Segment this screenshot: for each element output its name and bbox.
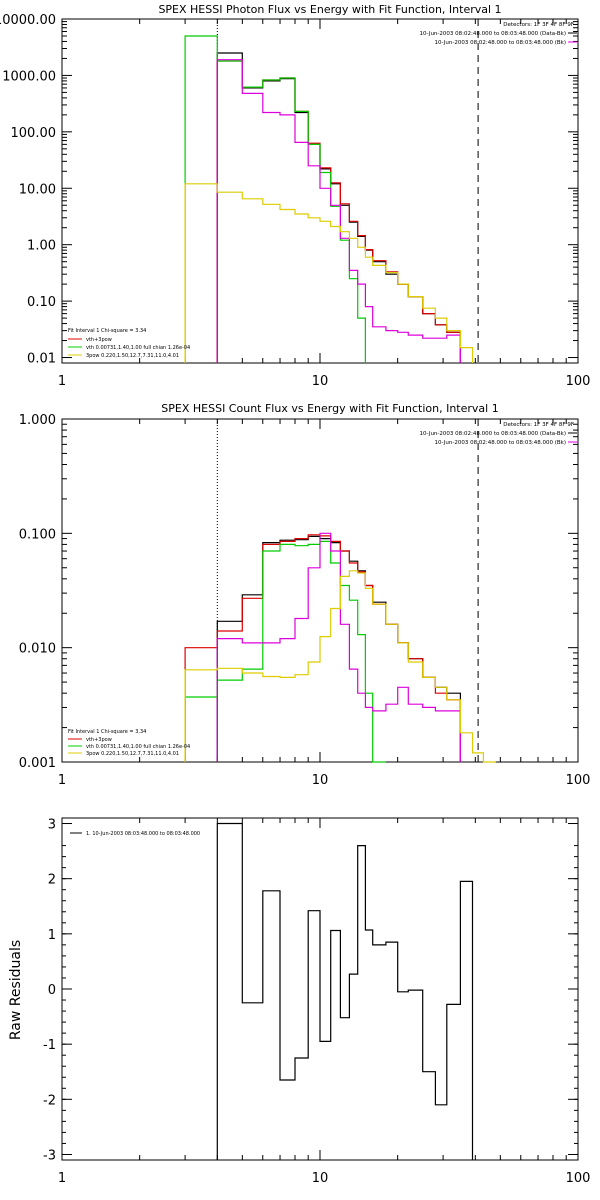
y-tick-label: -3 — [43, 1148, 56, 1163]
legend: Fit Interval 1 Chi-square = 3.34 vth+3po… — [68, 328, 190, 359]
legend-entry: 3pow 0.220,1.50,12.7,7.31,11.0,4.01 — [86, 751, 179, 757]
series-line-1 — [216, 822, 474, 1160]
x-tick-label: 1 — [58, 374, 66, 389]
y-tick-label: -1 — [43, 1038, 56, 1053]
y-tick-label: 1000.00 — [2, 69, 56, 84]
legend: Fit Interval 1 Chi-square = 3.34 vth+3po… — [68, 729, 190, 757]
x-tick-label: 100 — [566, 773, 591, 788]
legend-entry: vth 0.00731,1.40,1.00 full chian 1.26e-0… — [86, 345, 190, 351]
legend: 1. 10-Jun-2003 08:03:48.000 to 08:03:48.… — [70, 831, 200, 837]
y-tick-label: 0 — [48, 983, 56, 998]
legend-entry: 1. 10-Jun-2003 08:03:48.000 to 08:03:48.… — [86, 831, 200, 837]
y-tick-label: 3 — [48, 818, 56, 833]
series-line-3 — [184, 35, 366, 363]
series-line-1 — [216, 535, 461, 762]
series-line-5 — [184, 183, 474, 363]
x-tick-label: 10 — [312, 773, 329, 788]
info-line: Detectors: 1F 3F 4F 8F 9F — [503, 22, 574, 28]
info-line: 10-Jun-2003 08:02:48.000 to 08:03:48.000… — [420, 31, 566, 37]
legend-header: Fit Interval 1 Chi-square = 3.34 — [68, 729, 146, 735]
y-tick-label: 0.01 — [27, 352, 56, 367]
y-tick-label: 10.00 — [19, 182, 56, 197]
info-line: 10-Jun-2003 08:02:48.000 to 08:03:48.000… — [420, 431, 566, 437]
y-tick-label: 1.000 — [19, 413, 56, 428]
legend-entry: vth+3pow — [86, 337, 112, 343]
series-group — [184, 35, 474, 363]
axis-ticks: 1 10 100 -3 -2 -1 0 1 2 3 — [43, 818, 590, 1186]
plot-frame — [61, 418, 579, 763]
info-line: Detectors: 1F 3F 4F 8F 9F — [503, 422, 574, 428]
legend-entry: vth+3pow — [86, 737, 112, 743]
series-line-2 — [184, 534, 461, 762]
x-tick-label: 1 — [58, 1171, 66, 1186]
y-tick-label: 0.010 — [19, 642, 56, 657]
x-tick-label: 100 — [566, 374, 591, 389]
info-line: 10-Jun-2003 08:02:48.000 to 08:03:48.000… — [434, 440, 566, 446]
chart-title: SPEX HESSI Count Flux vs Energy with Fit… — [161, 402, 498, 415]
y-tick-label: 10000.00 — [0, 13, 56, 28]
legend-entry: 3pow 0.220,1.50,12.7,7.31,11.0,4.01 — [86, 353, 179, 359]
legend-entry: vth 0.00731,1.40,1.00 full chian 1.26e-0… — [86, 744, 190, 750]
series-line-4 — [216, 59, 461, 363]
series-line-2 — [216, 60, 461, 363]
series-line-1 — [216, 52, 461, 363]
info-line: 10-Jun-2003 08:02:48.000 to 08:03:48.000… — [434, 40, 566, 46]
y-tick-label: 1.00 — [27, 239, 56, 254]
y-tick-label: 0.001 — [19, 756, 56, 771]
x-tick-label: 10 — [312, 1171, 329, 1186]
series-line-5 — [184, 570, 496, 763]
axis-ticks: 1 10 100 0.01 0.10 1.00 10.00 100.00 1000.00 1000… — [0, 13, 590, 389]
x-tick-label: 1 — [58, 773, 66, 788]
chart-title: SPEX HESSI Photon Flux vs Energy with Fi… — [158, 3, 501, 16]
reference-lines — [216, 19, 479, 363]
legend-header: Fit Interval 1 Chi-square = 3.34 — [68, 328, 146, 334]
series-group — [184, 532, 496, 763]
info-box: Detectors: 1F 3F 4F 8F 9F 10-Jun-2003 08… — [420, 422, 577, 446]
x-tick-label: 10 — [312, 374, 329, 389]
photon-flux-panel: SPEX HESSI Photon Flux vs Energy with Fi… — [0, 3, 590, 389]
plot-frame — [61, 18, 579, 364]
axis-ticks: 1 10 100 0.001 0.010 0.100 1.000 — [19, 413, 591, 788]
y-tick-label: 2 — [48, 873, 56, 888]
y-tick-label: 1 — [48, 928, 56, 943]
y-axis-label: Raw Residuals — [8, 940, 24, 1040]
series-line-3 — [184, 540, 386, 763]
y-tick-label: 100.00 — [11, 126, 57, 141]
x-tick-label: 100 — [566, 1171, 591, 1186]
y-tick-label: -2 — [43, 1093, 56, 1108]
y-tick-label: 0.100 — [19, 527, 56, 542]
residuals-panel: 1 10 100 -3 -2 -1 0 1 2 3 Raw Residuals 1. 10-Jun… — [8, 817, 590, 1186]
series-group — [216, 822, 474, 1160]
y-tick-label: 0.10 — [27, 295, 56, 310]
info-box: Detectors: 1F 3F 4F 8F 9F 10-Jun-2003 08… — [420, 22, 577, 46]
series-line-4 — [216, 532, 461, 762]
count-flux-panel: SPEX HESSI Count Flux vs Energy with Fit… — [19, 402, 591, 788]
